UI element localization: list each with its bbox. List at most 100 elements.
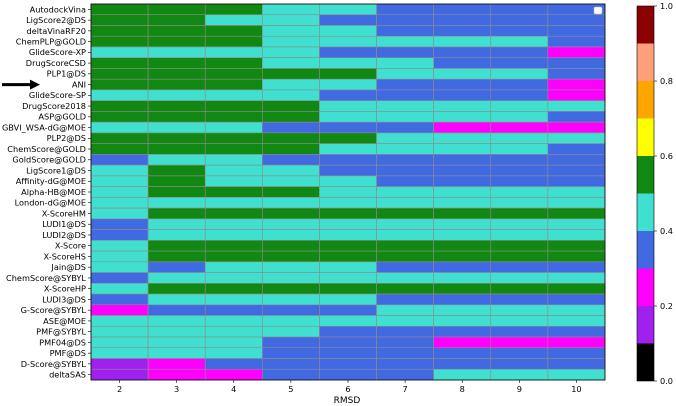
heatmap-cell — [433, 89, 492, 101]
heatmap-cell — [147, 358, 206, 370]
heatmap-cell — [490, 46, 549, 59]
heatmap-cell — [90, 207, 149, 220]
heatmap-cell — [490, 143, 549, 155]
heatmap-cell — [319, 14, 377, 26]
heatmap-cell — [319, 197, 377, 209]
heatmap-cell — [433, 143, 492, 155]
heatmap-cell — [490, 78, 549, 91]
heatmap-cell — [90, 68, 149, 80]
heatmap-cell — [433, 272, 492, 284]
heatmap-cell — [547, 186, 606, 198]
heatmap-cell — [490, 164, 549, 177]
heatmap-cell — [147, 3, 206, 16]
heatmap-cell — [376, 261, 434, 273]
heatmap-cell — [204, 68, 263, 80]
heatmap-cell — [490, 100, 549, 112]
heatmap-cell — [547, 304, 606, 316]
heatmap-cell — [433, 347, 492, 359]
heatmap-cell — [433, 175, 492, 187]
heatmap-cell — [147, 89, 206, 101]
heatmap-cell — [147, 347, 206, 359]
colorbar: 0.0 0.2 0.4 0.6 0.8 1.0 — [636, 1, 673, 386]
heatmap-cell — [547, 293, 606, 306]
heatmap-cell — [547, 272, 606, 284]
heatmap-cell — [319, 315, 377, 327]
heatmap-cell — [90, 283, 149, 295]
heatmap-cell — [376, 78, 434, 91]
heatmap-cell — [433, 78, 492, 91]
heatmap-cell — [262, 304, 320, 316]
heatmap-cell — [490, 250, 549, 263]
heatmap-cell — [147, 229, 206, 241]
heatmap-cell — [204, 3, 263, 16]
heatmap-cell — [547, 283, 606, 295]
heatmap-cell — [90, 315, 149, 327]
heatmap-cell — [319, 89, 377, 101]
heatmap-cell — [147, 186, 206, 198]
heatmap-cell — [147, 164, 206, 177]
heatmap-cell — [490, 14, 549, 26]
heatmap-cell — [147, 315, 206, 327]
heatmap-cell — [262, 175, 320, 187]
heatmap-cell — [204, 132, 263, 144]
heatmap-cell — [90, 250, 149, 263]
column-label: 8 — [460, 384, 465, 394]
heatmap-cell — [262, 35, 320, 48]
heatmap-cell — [204, 315, 263, 327]
heatmap-cell — [90, 14, 149, 26]
heatmap-cell — [204, 46, 263, 59]
heatmap-cell — [433, 164, 492, 177]
heatmap-cell — [319, 121, 377, 134]
heatmap-cell — [90, 218, 149, 230]
heatmap-cell — [319, 207, 377, 220]
heatmap-cell — [547, 261, 606, 273]
legend-box — [593, 6, 603, 15]
heatmap-cell — [90, 229, 149, 241]
heatmap-cell — [433, 218, 492, 230]
heatmap-cell — [547, 68, 606, 80]
heatmap-cell — [90, 3, 149, 16]
heatmap-cell — [433, 207, 492, 220]
heatmap-cell — [490, 57, 549, 69]
row-label: PMF@DS — [50, 348, 86, 358]
heatmap-cell — [433, 368, 492, 381]
heatmap-cell — [547, 25, 606, 37]
heatmap-cell — [204, 347, 263, 359]
heatmap-cell — [319, 325, 377, 338]
heatmap-cell — [376, 229, 434, 241]
heatmap-cell — [490, 89, 549, 101]
heatmap-cell — [319, 175, 377, 187]
heatmap-cell — [376, 325, 434, 338]
heatmap-cell — [319, 35, 377, 48]
colorbar-tick-label: 0.8 — [660, 76, 673, 86]
heatmap-cell — [147, 218, 206, 230]
heatmap-cell — [204, 207, 263, 220]
heatmap-cell — [262, 218, 320, 230]
heatmap-cell — [204, 121, 263, 134]
heatmap-cell — [147, 293, 206, 306]
heatmap-cell — [319, 132, 377, 144]
row-label: ChemScore@GOLD — [7, 144, 86, 154]
heatmap-cell — [147, 325, 206, 338]
colorbar-tick-label: 1.0 — [660, 1, 673, 11]
heatmap-cell — [147, 68, 206, 80]
heatmap-cell — [376, 368, 434, 381]
heatmap-cell — [547, 207, 606, 220]
heatmap-cell — [147, 336, 206, 349]
colorbar-bin — [637, 193, 654, 231]
heatmap-cell — [376, 132, 434, 144]
heatmap-cell — [547, 368, 606, 381]
row-label: PMF04@DS — [39, 337, 86, 347]
row-label: Alpha-HB@MOE — [21, 187, 86, 197]
heatmap-cell — [147, 46, 206, 59]
heatmap-cell — [547, 14, 606, 26]
column-label: 2 — [117, 384, 122, 394]
heatmap-cell — [376, 143, 434, 155]
heatmap-cell — [147, 121, 206, 134]
heatmap-cell — [262, 186, 320, 198]
heatmap-cell — [147, 132, 206, 144]
heatmap-cell — [547, 347, 606, 359]
heatmap-cell — [204, 250, 263, 263]
heatmap-cell — [90, 261, 149, 273]
heatmap-cell — [262, 336, 320, 349]
